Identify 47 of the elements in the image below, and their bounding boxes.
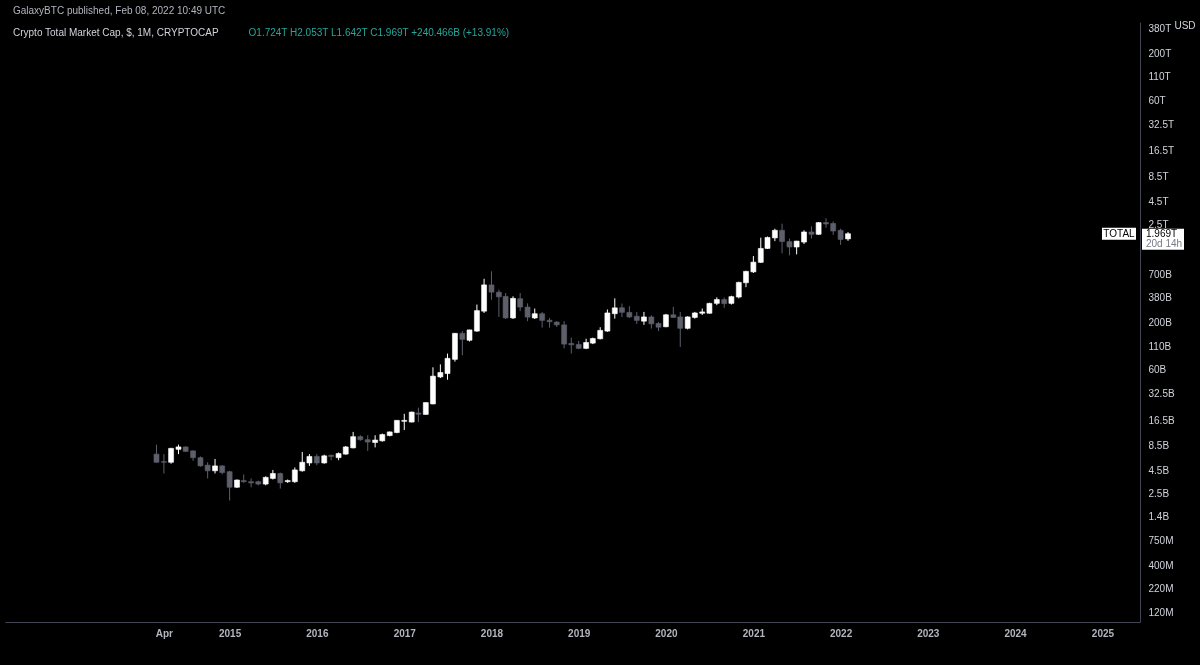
x-tick-label: 2019 bbox=[568, 627, 591, 639]
text: 20d 14h bbox=[1146, 237, 1183, 249]
candlestick bbox=[459, 330, 466, 356]
y-tick-label: 380B bbox=[1148, 292, 1173, 304]
text: USD bbox=[1174, 20, 1196, 31]
y-tick-label: 1.4B bbox=[1148, 510, 1170, 522]
x-tick-label: 2020 bbox=[655, 627, 678, 639]
x-tick-label: Apr bbox=[155, 627, 174, 639]
text: O1.724T H2.053T L1.642T C1.969T +240.466B (+13.91%) bbox=[248, 27, 510, 38]
y-tick-label: 110B bbox=[1148, 340, 1172, 352]
annotation: TOTAL bbox=[1103, 227, 1136, 239]
x-tick-label: 2022 bbox=[829, 627, 853, 639]
x-tick-label: 2015 bbox=[218, 627, 242, 639]
y-tick-label: 120M bbox=[1148, 606, 1174, 618]
y-tick-label: 8.5T bbox=[1148, 171, 1169, 183]
y-tick-label: 380T bbox=[1148, 23, 1172, 35]
y-tick-label: 750M bbox=[1148, 535, 1174, 547]
x-tick-label: 2024 bbox=[1004, 627, 1028, 639]
y-tick-label: 32.5B bbox=[1148, 388, 1175, 400]
y-tick-label: 16.5T bbox=[1148, 145, 1175, 157]
x-tick-label: 2023 bbox=[917, 627, 940, 639]
y-tick-label: 2.5T bbox=[1148, 218, 1169, 230]
y-tick-label: 32.5T bbox=[1148, 118, 1175, 130]
y-tick-label: 200B bbox=[1148, 317, 1173, 329]
text: Crypto Total Market Cap, $, 1M, CRYPTOCAP bbox=[13, 27, 219, 38]
candlestick bbox=[641, 311, 647, 326]
x-tick-label: 2016 bbox=[306, 627, 329, 639]
text: GalaxyBTC published, Feb 08, 2022 10:49 UTC bbox=[13, 5, 226, 16]
y-tick-label: 60T bbox=[1148, 95, 1166, 107]
y-tick-label: 4.5T bbox=[1148, 196, 1169, 208]
x-tick-label: 2025 bbox=[1091, 627, 1115, 639]
candlestick bbox=[510, 295, 516, 320]
y-tick-label: 2.5B bbox=[1148, 488, 1170, 500]
y-tick-label: 200T bbox=[1148, 48, 1172, 60]
y-tick-label: 60B bbox=[1148, 364, 1167, 376]
y-tick-label: 16.5B bbox=[1148, 414, 1175, 426]
y-tick-label: 8.5B bbox=[1148, 440, 1170, 452]
x-tick-label: 2018 bbox=[480, 627, 504, 639]
text: 1.969T bbox=[1146, 227, 1178, 239]
y-tick-label: 4.5B bbox=[1148, 465, 1170, 477]
x-tick-label: 2021 bbox=[742, 627, 766, 639]
x-tick-label: 2017 bbox=[393, 627, 417, 639]
y-tick-label: 110T bbox=[1148, 71, 1171, 83]
y-tick-label: 700B bbox=[1148, 268, 1173, 280]
y-tick-label: 400M bbox=[1148, 559, 1174, 571]
candlestick bbox=[212, 458, 218, 474]
y-tick-label: 220M bbox=[1148, 582, 1174, 594]
